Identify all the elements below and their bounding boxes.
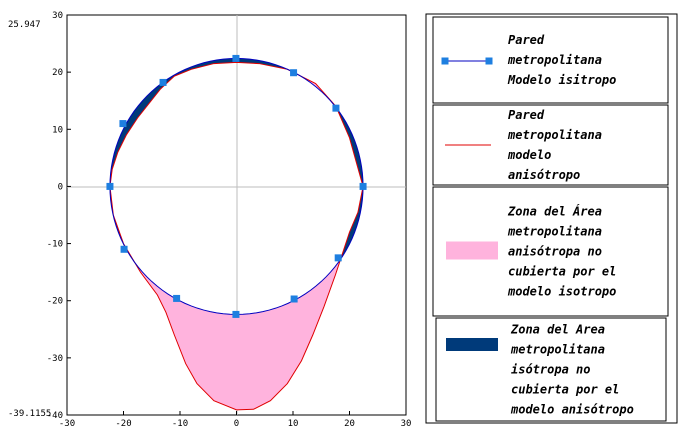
isotropic-point xyxy=(334,254,342,262)
y-tick-label: 10 xyxy=(52,125,63,135)
legend-entry-box xyxy=(435,317,667,422)
y-tick-label: -40 xyxy=(47,411,63,421)
legend-entry: Zona del Area metropolitana isótropa no cub… xyxy=(435,317,667,422)
legend-entry: Pared metropolitana modelo anisótropo xyxy=(432,104,669,186)
legend-label-line: metropolitana xyxy=(510,343,605,357)
isotropic-point xyxy=(232,310,240,318)
legend-label-line: metropolitana xyxy=(507,53,602,67)
x-tick-label: 10 xyxy=(288,419,299,429)
legend-symbol-square xyxy=(485,57,493,65)
legend-label-line: Zona del Area xyxy=(510,323,605,337)
x-tick-label: -10 xyxy=(172,419,188,429)
isotropic-point xyxy=(290,295,298,303)
legend-label-line: isótropa no xyxy=(511,363,590,377)
y-tick-label: -30 xyxy=(47,354,63,364)
y-max-label: 25.947 xyxy=(8,20,41,30)
x-tick-label: -20 xyxy=(115,419,131,429)
legend-label-line: metropolitana xyxy=(507,128,602,142)
legend-entry: Zona del Área metropolitana anisótropa no c… xyxy=(432,186,669,317)
legend-label-line: anisótropo xyxy=(508,168,580,182)
legend-entry: Pared metropolitana Modelo isitropo xyxy=(432,16,669,104)
isotropic-point xyxy=(173,294,181,302)
x-tick-label: -30 xyxy=(59,419,75,429)
legend-label-line: Pared xyxy=(508,33,545,47)
y-min-label: -39.1155 xyxy=(8,409,51,419)
isotropic-point xyxy=(332,104,340,112)
isotropic-point xyxy=(106,182,114,190)
y-tick-label: -10 xyxy=(47,240,63,250)
isotropic-point xyxy=(159,78,167,86)
legend-label-line: modelo isotropo xyxy=(507,285,616,299)
legend-label-line: Modelo isitropo xyxy=(507,73,616,87)
isotropic-point xyxy=(232,54,240,62)
isotropic-point xyxy=(119,120,127,128)
x-tick-label: 30 xyxy=(401,419,412,429)
legend-symbol-pink xyxy=(446,241,498,260)
legend-label-line: anisótropa no xyxy=(508,245,602,259)
y-tick-label: 20 xyxy=(52,68,63,78)
y-tick-label: 30 xyxy=(52,11,63,21)
legend-symbol-navy xyxy=(446,338,498,351)
y-tick-label: -20 xyxy=(47,297,63,307)
legend-label-line: metropolitana xyxy=(507,225,602,239)
isotropic-point xyxy=(120,245,128,253)
x-tick-label: 20 xyxy=(344,419,355,429)
legend-label-line: modelo anisótropo xyxy=(510,403,634,417)
y-tick-label: 0 xyxy=(58,182,63,192)
legend-label-line: cubierta por el xyxy=(508,265,616,279)
isotropic-point xyxy=(290,69,298,77)
legend-label-line: Pared xyxy=(508,108,545,122)
legend: Pared metropolitana Modelo isitropo Pared me… xyxy=(425,13,678,424)
legend-label-line: cubierta por el xyxy=(511,383,619,397)
legend-label-line: modelo xyxy=(507,148,551,162)
legend-label-line: Zona del Área xyxy=(507,204,602,219)
x-tick-label: 0 xyxy=(234,419,239,429)
legend-symbol-square xyxy=(441,57,449,65)
legend-entry-box xyxy=(432,16,669,104)
isotropic-point xyxy=(359,182,367,190)
